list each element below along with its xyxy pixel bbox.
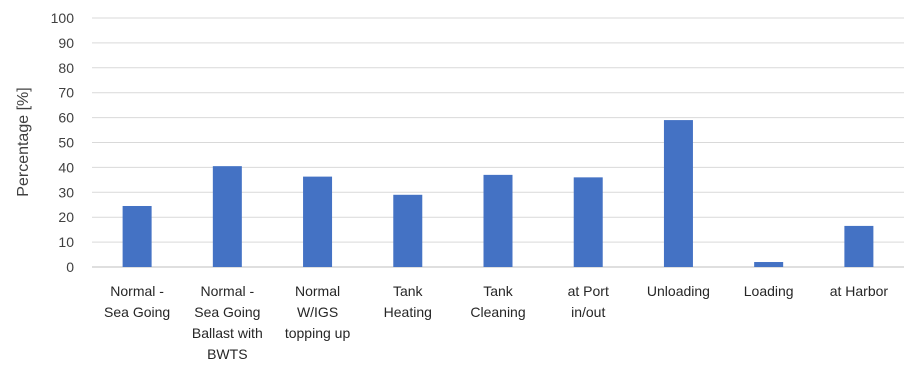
x-tick-labels: Normal -Sea Going Normal -Sea Going Ballas…	[104, 283, 888, 362]
x-tick-label: Normal W/IGS topping up	[285, 283, 351, 341]
y-tick-label: 10	[58, 234, 74, 250]
bar	[122, 205, 152, 267]
y-tick-label: 100	[51, 10, 75, 26]
y-tick-label: 0	[66, 259, 74, 275]
bar	[844, 225, 874, 267]
x-tick-label: Unloading	[647, 283, 710, 299]
y-tick-label: 40	[58, 159, 74, 175]
bar	[483, 174, 513, 267]
x-tick-label: at Port in/out	[568, 283, 609, 320]
x-tick-label: Loading	[744, 283, 794, 299]
bar	[663, 120, 693, 267]
bars	[122, 120, 874, 267]
x-tick-label: at Harbor	[830, 283, 889, 299]
bar	[303, 176, 333, 267]
y-tick-label: 20	[58, 209, 74, 225]
x-tick-label: Tank Cleaning	[470, 283, 525, 320]
y-tick-label: 90	[58, 35, 74, 51]
x-tick-label: Tank Heating	[384, 283, 432, 320]
bar	[754, 262, 784, 267]
bar	[573, 177, 603, 267]
y-tick-label: 50	[58, 135, 74, 151]
bar	[212, 166, 242, 267]
y-tick-label: 80	[58, 60, 74, 76]
y-axis-label: Percentage [%]	[15, 87, 32, 196]
y-tick-label: 30	[58, 184, 74, 200]
y-tick-label: 70	[58, 85, 74, 101]
y-tick-labels: 0 10 20 30 40 50 60 70 80 90 100	[51, 10, 75, 275]
x-tick-label: Normal -Sea Going	[104, 283, 170, 320]
x-tick-label: Normal -Sea Going Ballast with BWTS	[192, 283, 263, 362]
bar	[393, 194, 423, 267]
y-tick-label: 60	[58, 110, 74, 126]
